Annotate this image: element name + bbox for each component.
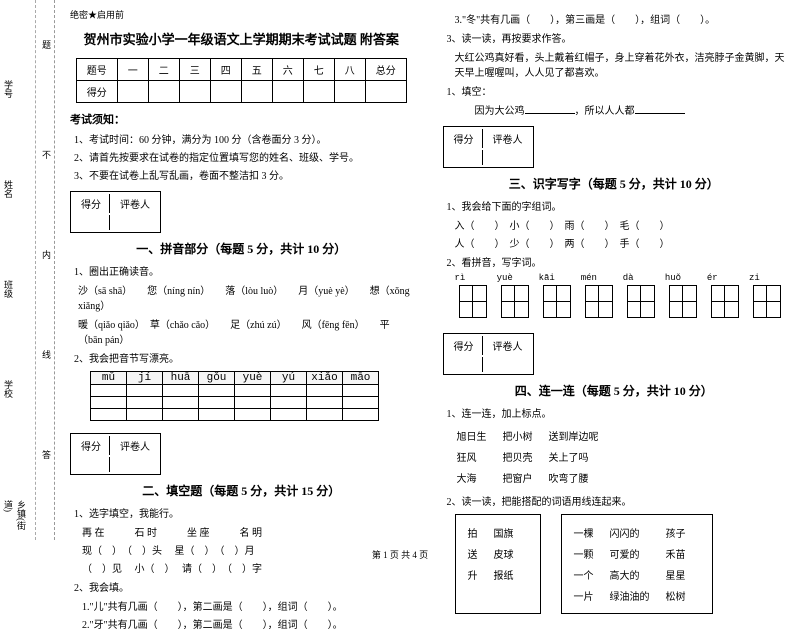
fill: 入（ ） 小（ ） 雨（ ） 毛（ ） bbox=[443, 217, 786, 232]
q: 2、看拼音，写字词。 bbox=[447, 254, 786, 269]
hint: 不 bbox=[40, 150, 53, 159]
notice-item: 1、考试时间：60 分钟，满分为 100 分（含卷面分 3 分）。 bbox=[70, 131, 413, 146]
pinyin-options: 沙（sā shā） 您（níng nín） 落（lòu luò） 月（yuè y… bbox=[70, 282, 413, 312]
bind-label: 姓名 bbox=[2, 180, 15, 198]
left-column: 绝密★启用前 贺州市实验小学一年级语文上学期期末考试试题 附答案 题号 一 二 … bbox=[70, 8, 413, 540]
section-4-title: 四、连一连（每题 5 分，共计 10 分） bbox=[443, 382, 786, 399]
section-1-title: 一、拼音部分（每题 5 分，共计 10 分） bbox=[70, 240, 413, 257]
q: 1、我会给下面的字组词。 bbox=[447, 198, 786, 213]
match-boxes: 拍国旗 送皮球 升报纸 一棵闪闪的孩子 一颗可爱的禾苗 一个高大的星星 一片绿油… bbox=[455, 514, 786, 614]
bind-label: 学校 bbox=[2, 380, 15, 398]
q: 1、填空： bbox=[447, 83, 786, 98]
bind-label: 班级 bbox=[2, 280, 15, 298]
page-footer: 第 1 页 共 4 页 bbox=[0, 548, 800, 561]
fill: 因为大公鸡，所以人人都 bbox=[443, 102, 786, 117]
q: 3、读一读，再按要求作答。 bbox=[447, 30, 786, 45]
marker-box: 得分评卷人 bbox=[443, 126, 534, 168]
pinyin-grid: mǔjíhuāgǒu yuèyúxiǎomāo bbox=[90, 371, 379, 421]
right-column: 3."冬"共有几画（ ），第三画是（ ），组词（ ）。 3、读一读，再按要求作答… bbox=[443, 8, 786, 540]
fill: 1."儿"共有几画（ ），第二画是（ ），组词（ ）。 bbox=[70, 598, 413, 613]
fill: 2."牙"共有几画（ ），第二画是（ ），组词（ ）。 bbox=[70, 616, 413, 631]
fill: 再 在 石 时 坐 座 名 明 bbox=[70, 524, 413, 539]
fill: 人（ ） 少（ ） 两（ ） 手（ ） bbox=[443, 235, 786, 250]
score-table: 题号 一 二 三 四 五 六 七 八 总分 得分 bbox=[76, 58, 407, 103]
hint: 答 bbox=[40, 450, 53, 459]
match-table: 旭日生把小树送到岸边呢 狂风把贝壳关上了吗 大海把窗户吹弯了腰 bbox=[455, 424, 615, 489]
hint: 线 bbox=[40, 350, 53, 359]
fill: （ ）见 小（ ） 请（ ） （ ）字 bbox=[70, 560, 413, 575]
passage: 大红公鸡真好看，头上戴着红帽子，身上穿着花外衣，洁亮脖子金黄脚，天天早上喔喔叫，… bbox=[443, 49, 786, 79]
binding-margin: 乡镇(街道) 学校 班级 姓名 学号 题 内 不 线 答 bbox=[0, 0, 55, 540]
notice-item: 2、请首先按要求在试卷的指定位置填写您的姓名、班级、学号。 bbox=[70, 149, 413, 164]
marker-box: 得分评卷人 bbox=[70, 191, 161, 233]
q: 1、选字填空，我能行。 bbox=[74, 505, 413, 520]
q: 2、我会填。 bbox=[74, 579, 413, 594]
char-write-row: rì yuè kāi mén dà huǒ ér zi bbox=[455, 273, 786, 323]
notice-title: 考试须知： bbox=[70, 111, 413, 127]
q: 1、连一连，加上标点。 bbox=[447, 405, 786, 420]
hint: 内 bbox=[40, 250, 53, 259]
section-2-title: 二、填空题（每题 5 分，共计 15 分） bbox=[70, 482, 413, 499]
marker-box: 得分评卷人 bbox=[70, 433, 161, 475]
marker-box: 得分评卷人 bbox=[443, 333, 534, 375]
q: 2、我会把音节写漂亮。 bbox=[74, 350, 413, 365]
section-3-title: 三、识字写字（每题 5 分，共计 10 分） bbox=[443, 175, 786, 192]
q: 2、读一读，把能搭配的词语用线连起来。 bbox=[447, 493, 786, 508]
secret-mark: 绝密★启用前 bbox=[70, 8, 413, 21]
exam-title: 贺州市实验小学一年级语文上学期期末考试试题 附答案 bbox=[70, 29, 413, 48]
match-left: 拍国旗 送皮球 升报纸 bbox=[455, 514, 541, 614]
bind-label: 学号 bbox=[2, 80, 15, 98]
fill: 3."冬"共有几画（ ），第三画是（ ），组词（ ）。 bbox=[443, 11, 786, 26]
bind-label: 乡镇(街道) bbox=[2, 500, 28, 540]
pinyin-options: 暖（qiǎo qiǎo） 草（chǎo cǎo） 足（zhú zú） 风（fēn… bbox=[70, 316, 413, 346]
hint: 题 bbox=[40, 40, 53, 49]
q: 1、圈出正确读音。 bbox=[74, 263, 413, 278]
match-right: 一棵闪闪的孩子 一颗可爱的禾苗 一个高大的星星 一片绿油油的松树 bbox=[561, 514, 713, 614]
notice-item: 3、不要在试卷上乱写乱画，卷面不整洁扣 3 分。 bbox=[70, 167, 413, 182]
